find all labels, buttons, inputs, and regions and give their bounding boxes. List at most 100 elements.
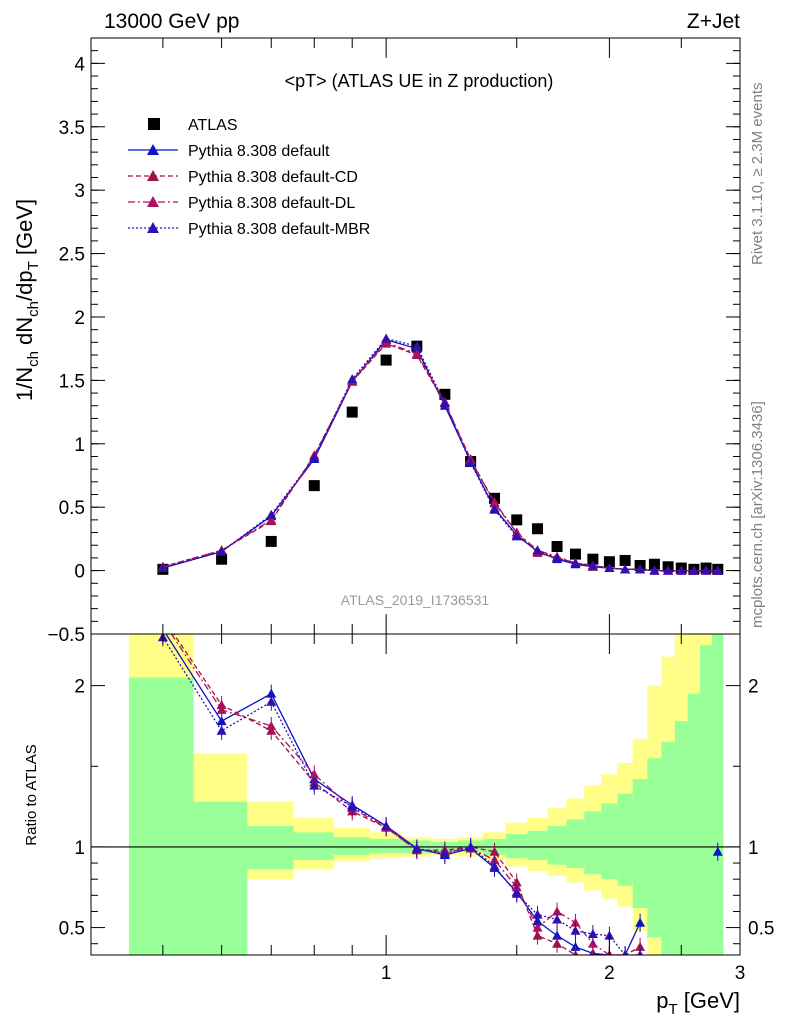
mc-data-point [266,509,277,519]
mc-data-point [701,565,712,575]
ratio-data-point [552,914,563,924]
mc-series-line [162,341,718,572]
main-y-tick-label: 3 [74,181,85,202]
ratio-data-point [381,820,392,830]
legend-marker [147,196,159,207]
mc-data-point [570,557,581,567]
main-plot-panel: −0.5 0 0.5 1 1.5 2 2.5 3 3.5 4 <pT> (ATLAS UE in … [12,37,741,646]
ylabel-part-d: [GeV] [12,199,37,261]
mc-data-point [532,545,543,555]
ratio-data-point [216,716,227,726]
ratio-data-point [570,925,581,935]
atlas-data-point [511,514,523,526]
uncertainty-band-inner [293,832,334,860]
atlas-data-point [265,535,277,547]
atlas-data-point [648,558,660,570]
mc-data-point [381,333,392,343]
ratio-data-point [489,861,500,871]
uncertainty-band-inner [547,825,567,865]
main-y-tick-label: −0.5 [47,625,85,646]
watermark: ATLAS_2019_I1736531 [341,592,490,608]
mc-data-point [587,560,598,570]
uncertainty-band-inner [601,803,618,880]
main-x-ticks [162,38,741,634]
ratio-data-point [587,938,598,948]
uncertainty-band-inner [369,838,402,854]
xlabel-part-b: [GeV] [678,988,740,1013]
ratio-y-tick-label: 1 [74,838,85,859]
ratio-data-point [587,929,598,939]
ratio-data-point [347,801,358,811]
x-tick-label: 3 [735,963,746,984]
uncertainty-band-inner [128,677,194,955]
xlabel-part-a-sub: T [668,1001,677,1018]
atlas-data-point [587,553,599,565]
main-y-tick-label: 4 [74,54,85,75]
atlas-data-point [551,541,563,553]
atlas-data-point [603,556,615,568]
uncertainty-band-inner [193,801,248,955]
mc-data-point [604,563,615,573]
mc-data-point [309,452,320,462]
ratio-bands [128,634,724,955]
mc-data-point [635,564,646,574]
main-y-tick-label: 0 [74,562,85,583]
uncertainty-band-inner [647,758,662,938]
uncertainty-band-inner [700,645,712,955]
atlas-data-point [619,554,631,566]
ratio-data-point [266,696,277,706]
ratio-y-tick-label-right: 2 [748,677,759,698]
ratio-data-point [532,909,543,919]
ratio-data-point [712,846,723,856]
uncertainty-band-inner [584,811,602,875]
header-left: 13000 GeV pp [104,10,239,33]
ratio-series-line [172,634,641,955]
legend: ATLAS Pythia 8.308 default Pythia 8.308 de… [128,117,370,238]
mc-data-point [411,341,422,351]
ylabel-part-a: 1/N [12,367,37,401]
main-y-axis-label: 1/Nch dNch/dpT [GeV] [12,199,42,401]
xlabel-part-a: p [656,988,668,1013]
legend-marker-atlas [148,118,160,130]
mc-data-point [552,552,563,562]
ratio-y-tick-label: 2 [74,677,85,698]
atlas-data-point [532,523,544,535]
ratio-data-point [552,938,563,948]
main-y-tick-label: 1 [74,435,85,456]
ylabel-part-c-sub: T [25,261,42,270]
atlas-data-point [380,354,392,366]
mc-data-point [266,514,277,524]
ratio-data-point [216,725,227,735]
ratio-x-axis-label: pT [GeV] [656,988,740,1018]
main-y-tick-label: 1.5 [59,371,85,392]
mc-series-line [162,337,718,572]
ylabel-part-a-sub: ch [25,351,42,367]
ratio-y-ticks: 0.5 0.5 1 1 2 2 [59,677,774,945]
main-y-ticks: −0.5 0 0.5 1 1.5 2 2.5 3 3.5 4 [47,37,740,646]
mc-data-point [663,565,674,575]
uncertainty-band-inner [505,834,528,859]
ylabel-part-b: dN [12,317,37,351]
mc-data-point [439,398,450,408]
mcplots-label: mcplots.cern.ch [arXiv:1306.3436] [749,401,766,628]
legend-label: Pythia 8.308 default-DL [188,195,355,212]
ratio-plot-panel: 0.5 0.5 1 1 2 2 1 2 3 Ratio to ATLAS pT [GeV] [23,633,774,1018]
uncertainty-band-inner [333,837,370,855]
ratio-data-point [309,780,320,790]
uncertainty-band-inner [617,793,633,886]
main-y-tick-label: 3.5 [59,118,85,139]
ratio-data-point [622,950,628,955]
mc-data-point [216,546,227,556]
main-y-tick-label: 2 [74,308,85,329]
x-tick-label: 2 [604,963,615,984]
ratio-y-tick-label: 0.5 [59,919,85,940]
ratio-y-tick-label-right: 0.5 [748,919,774,940]
atlas-data-point [439,388,451,400]
uncertainty-band-inner [527,830,548,860]
mc-data-point [489,504,500,514]
atlas-data-point [569,548,581,560]
ratio-data-point [635,917,646,927]
atlas-data-point [216,553,228,565]
legend-label: Pythia 8.308 default [188,143,330,160]
